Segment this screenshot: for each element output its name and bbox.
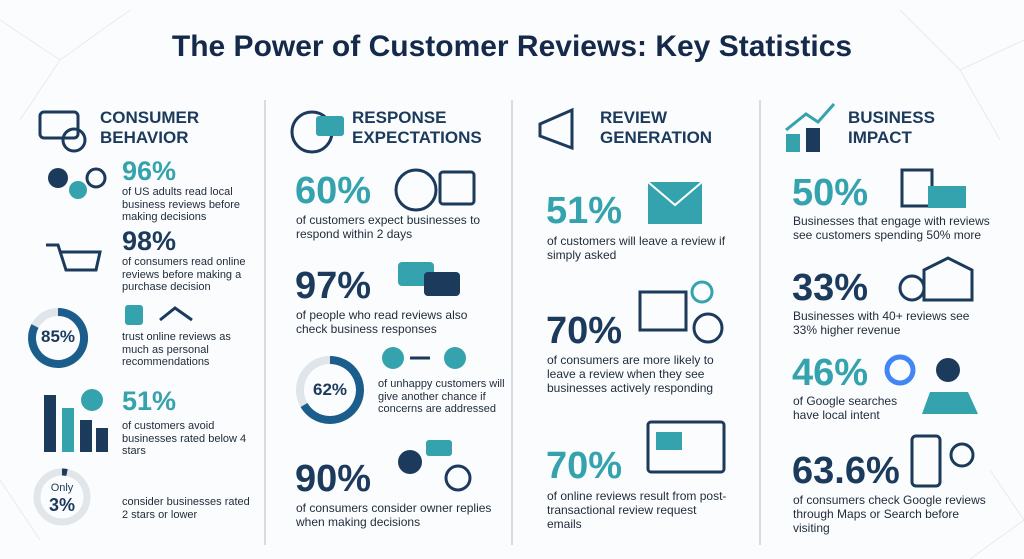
stat-text: Businesses with 40+ reviews see 33% high… xyxy=(793,309,970,337)
stat-text: of Google searches have local intent xyxy=(793,394,898,422)
col1-icons xyxy=(28,167,193,526)
pin-icon xyxy=(85,167,107,189)
magnifier-icon xyxy=(61,127,87,153)
bar-icon xyxy=(62,408,74,452)
clock-icon xyxy=(394,168,438,212)
stat-prefix: Only xyxy=(50,482,74,494)
stat-text: of people who read reviews also check bu… xyxy=(296,308,468,336)
bar-icon xyxy=(44,395,56,452)
stat-value: 70% xyxy=(546,310,623,352)
chat-icon xyxy=(38,110,80,140)
ring-arc xyxy=(61,468,68,476)
stat-value: 98% xyxy=(122,226,177,256)
stat-value: 97% xyxy=(295,265,372,307)
stat-text: of consumers are more likely to leave a … xyxy=(547,353,714,395)
stat-value: 60% xyxy=(295,170,372,212)
stat-text: of US adults read local business reviews… xyxy=(122,186,241,223)
stat-value: 33% xyxy=(792,267,869,309)
chat-icon xyxy=(426,440,452,456)
magnifier-icon xyxy=(949,442,975,468)
col4-icons xyxy=(884,168,978,488)
phone-icon xyxy=(910,434,942,488)
bank-icon xyxy=(922,256,974,302)
stat-text: of customers expect businesses to respon… xyxy=(296,213,481,241)
person-icon xyxy=(69,181,87,199)
monitor-icon xyxy=(646,420,726,474)
person-icon xyxy=(444,464,472,492)
pin-icon xyxy=(936,358,960,382)
happy-face-icon xyxy=(444,347,466,369)
title: The Power of Customer Reviews: Key Stati… xyxy=(171,30,853,63)
bag-icon xyxy=(900,168,934,208)
stat-text: of unhappy customers will give another c… xyxy=(378,378,505,415)
envelope-flap xyxy=(647,181,703,207)
trend-icon xyxy=(785,103,836,132)
stat-value: 85% xyxy=(40,327,76,346)
chat-icon xyxy=(316,116,344,136)
cash-icon xyxy=(928,186,966,208)
dividers xyxy=(264,100,761,545)
check-icon xyxy=(690,280,714,304)
coins-icon xyxy=(806,128,820,152)
network-lines xyxy=(0,9,1024,559)
col2-icons xyxy=(296,168,476,492)
sad-face-icon xyxy=(382,347,404,369)
stat-text: Businesses that engage with reviews see … xyxy=(793,214,990,242)
map-icon xyxy=(922,392,978,414)
person-icon xyxy=(398,450,422,474)
stat-text: consider businesses rated 2 stars or low… xyxy=(122,496,250,521)
heading-icons xyxy=(38,103,836,154)
ring-arc xyxy=(28,308,89,368)
stat-text: trust online reviews as much as personal… xyxy=(122,331,231,368)
chat-icon xyxy=(424,272,460,296)
sad-face-icon xyxy=(81,389,103,411)
stat-value: 70% xyxy=(546,445,623,487)
stat-value: 62% xyxy=(312,380,348,399)
stat-text: of consumers read online reviews before … xyxy=(122,256,246,293)
stat-value: 3% xyxy=(48,495,75,515)
coins-icon xyxy=(786,134,800,152)
col3-icons xyxy=(638,181,726,474)
stat-text: of customers will leave a review if simp… xyxy=(547,234,726,262)
store-icon xyxy=(638,290,688,332)
stat-value: 51% xyxy=(122,386,177,416)
stat-text: of consumers consider owner replies when… xyxy=(296,501,492,529)
stat-value: 96% xyxy=(122,156,177,186)
stat-text: of online reviews result from post-trans… xyxy=(547,489,727,531)
megaphone-icon xyxy=(538,107,574,151)
envelope-icon xyxy=(656,432,682,450)
stat-value: 63.6% xyxy=(792,450,900,492)
thumb-icon xyxy=(125,305,143,325)
network-background xyxy=(0,9,1024,559)
bar-icon xyxy=(96,428,108,452)
stat-text: of customers avoid businesses rated belo… xyxy=(122,420,247,457)
column-heading: REVIEW GENERATION xyxy=(600,108,713,147)
ring-arc xyxy=(300,356,364,424)
stat-value: 90% xyxy=(295,458,372,500)
column-heading: CONSUMER BEHAVIOR xyxy=(100,108,200,147)
handshake-icon xyxy=(159,306,193,322)
person-icon xyxy=(692,312,724,344)
stat-value: 50% xyxy=(792,172,869,214)
cart-icon xyxy=(46,243,102,272)
column-heading: RESPONSE EXPECTATIONS xyxy=(352,108,482,147)
google-icon xyxy=(884,354,916,386)
column-heading: BUSINESS IMPACT xyxy=(848,108,935,147)
calendar-icon xyxy=(438,170,476,206)
stat-value: 46% xyxy=(792,352,869,394)
bar-icon xyxy=(80,420,92,452)
coin-icon xyxy=(898,274,926,302)
person-icon xyxy=(48,168,68,188)
stat-text: of consumers check Google reviews throug… xyxy=(793,493,986,535)
stat-value: 51% xyxy=(546,190,623,232)
